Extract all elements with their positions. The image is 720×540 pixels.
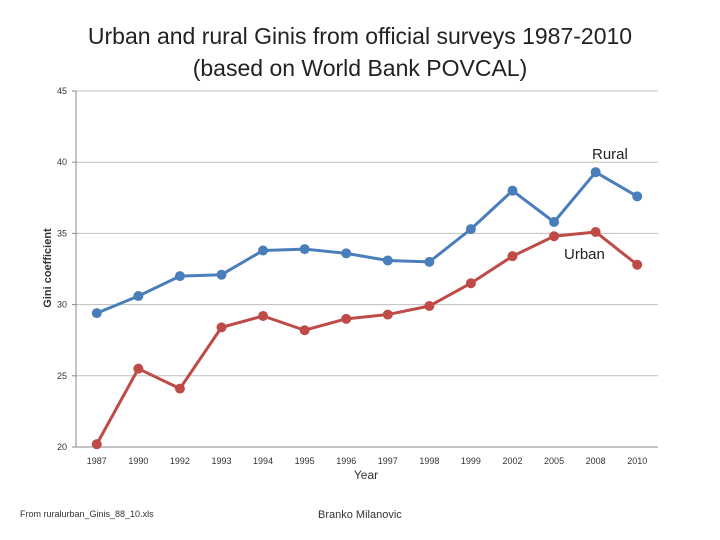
chart-title-line1: Urban and rural Ginis from official surv… bbox=[87, 23, 633, 49]
x-tick-label-9: 1999 bbox=[461, 456, 481, 466]
point-rural-1994 bbox=[258, 245, 269, 256]
point-urban-2002 bbox=[507, 251, 518, 262]
x-tick-label-13: 2010 bbox=[627, 456, 647, 466]
y-tick-label-2: 30 bbox=[57, 300, 67, 310]
series-group bbox=[91, 167, 643, 450]
x-tick-label-7: 1997 bbox=[378, 456, 398, 466]
y-tick-labels: 20 25 30 35 40 45 bbox=[57, 86, 67, 452]
x-tick-label-8: 1998 bbox=[419, 456, 439, 466]
point-rural-2005 bbox=[549, 217, 560, 228]
x-tick-label-3: 1993 bbox=[211, 456, 231, 466]
point-rural-2010 bbox=[632, 191, 643, 202]
point-rural-2002 bbox=[507, 185, 518, 196]
point-urban-2010 bbox=[632, 259, 643, 270]
x-tick-label-6: 1996 bbox=[336, 456, 356, 466]
point-rural-1995 bbox=[299, 244, 310, 255]
point-urban-2008 bbox=[590, 226, 601, 237]
x-tick-label-2: 1992 bbox=[170, 456, 190, 466]
x-axis-label: Year bbox=[354, 468, 378, 482]
x-tick-label-12: 2008 bbox=[586, 456, 606, 466]
series-label-rural: Rural bbox=[592, 146, 628, 163]
point-rural-1987 bbox=[91, 308, 102, 319]
point-urban-1992 bbox=[174, 383, 185, 394]
author-credit: Branko Milanovic bbox=[318, 509, 402, 521]
gridlines bbox=[76, 90, 658, 448]
x-tick-label-10: 2002 bbox=[502, 456, 522, 466]
series-line-rural bbox=[96, 170, 638, 315]
point-urban-1993 bbox=[216, 322, 227, 333]
y-tick-label-0: 20 bbox=[57, 442, 67, 452]
y-tick-label-3: 35 bbox=[57, 228, 67, 238]
point-urban-1995 bbox=[299, 325, 310, 336]
point-rural-1993 bbox=[216, 269, 227, 280]
x-tick-label-0: 1987 bbox=[87, 456, 107, 466]
chart-title-line2: (based on World Bank POVCAL) bbox=[192, 55, 528, 81]
point-rural-1997 bbox=[382, 255, 393, 266]
point-urban-1999 bbox=[465, 278, 476, 289]
point-urban-1994 bbox=[258, 310, 269, 321]
y-tick-label-5: 45 bbox=[57, 86, 67, 96]
point-urban-1987 bbox=[91, 439, 102, 450]
point-urban-1997 bbox=[382, 309, 393, 320]
x-tick-label-1: 1990 bbox=[128, 456, 148, 466]
y-tick-label-4: 40 bbox=[57, 157, 67, 167]
x-tick-label-4: 1994 bbox=[253, 456, 273, 466]
point-rural-1992 bbox=[174, 271, 185, 282]
chart-title: Urban and rural Ginis from official surv… bbox=[0, 20, 720, 84]
series-labels: Rural Urban bbox=[564, 146, 628, 263]
series-label-urban: Urban bbox=[564, 246, 605, 263]
y-axis-label: Gini coefficient bbox=[42, 228, 54, 308]
point-rural-1990 bbox=[133, 291, 144, 302]
point-urban-2005 bbox=[549, 231, 560, 242]
series-line-urban bbox=[95, 230, 639, 445]
x-tick-label-5: 1995 bbox=[295, 456, 315, 466]
point-urban-1996 bbox=[341, 313, 352, 324]
source-note: From ruralurban_Ginis_88_10.xls bbox=[20, 509, 154, 519]
axes bbox=[72, 90, 658, 448]
point-rural-2008 bbox=[590, 167, 601, 178]
point-rural-1998 bbox=[424, 256, 435, 267]
point-rural-1999 bbox=[465, 224, 476, 235]
y-tick-label-1: 25 bbox=[57, 371, 67, 381]
point-urban-1998 bbox=[424, 301, 435, 312]
point-rural-1996 bbox=[341, 248, 352, 259]
point-urban-1990 bbox=[133, 363, 144, 374]
x-tick-label-11: 2005 bbox=[544, 456, 564, 466]
x-tick-labels: 1987 1990 1992 1993 1994 1995 1996 1997 1998 1999… bbox=[87, 456, 647, 466]
